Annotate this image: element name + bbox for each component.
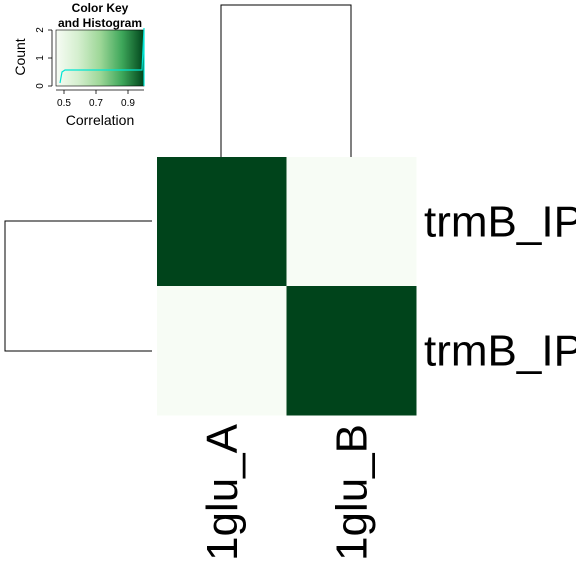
heatmap-cell-r1-c1 <box>157 157 287 287</box>
heatmap-cell-r2-c2 <box>286 286 417 416</box>
color-key-histogram <box>59 27 145 86</box>
color-key-x-tick-label-3: 0.9 <box>121 98 135 109</box>
column-labels: 1glu_A 1glu_B <box>198 423 377 561</box>
color-key-y-tick-label-1: 0 <box>35 83 46 89</box>
column-dendrogram-branch <box>220 4 352 157</box>
heatmap-cell-r1-c2 <box>286 157 417 287</box>
color-key-y-tick-label-3: 2 <box>35 27 46 33</box>
row-dendrogram-branch <box>4 220 152 352</box>
row-labels: trmB_IP trmB_IP <box>424 198 576 376</box>
color-key-title-line2: and Histogram <box>58 16 142 30</box>
color-key-x-ticks: 0.5 0.7 0.9 <box>57 90 135 109</box>
row-label-1: trmB_IP <box>424 198 576 247</box>
color-key-gradient <box>55 29 145 87</box>
color-key-ylabel: Count <box>12 38 28 75</box>
row-dendrogram <box>4 220 152 352</box>
color-key: Color Key and Histogram 0 1 2 Count 0.5 0.7… <box>12 1 145 128</box>
heatmap-cells <box>157 157 417 416</box>
color-key-xlabel: Correlation <box>66 112 134 128</box>
color-key-title-line1: Color Key <box>72 1 129 15</box>
heatmap-cell-r2-c1 <box>157 286 287 416</box>
column-label-2: 1glu_B <box>327 424 376 561</box>
color-key-y-tick-label-2: 1 <box>35 55 46 61</box>
column-dendrogram <box>220 4 352 157</box>
color-key-x-tick-label-1: 0.5 <box>57 98 71 109</box>
row-label-2: trmB_IP <box>424 327 576 376</box>
color-key-y-ticks: 0 1 2 <box>35 27 52 89</box>
column-label-1: 1glu_A <box>198 423 247 561</box>
color-key-x-tick-label-2: 0.7 <box>89 98 103 109</box>
